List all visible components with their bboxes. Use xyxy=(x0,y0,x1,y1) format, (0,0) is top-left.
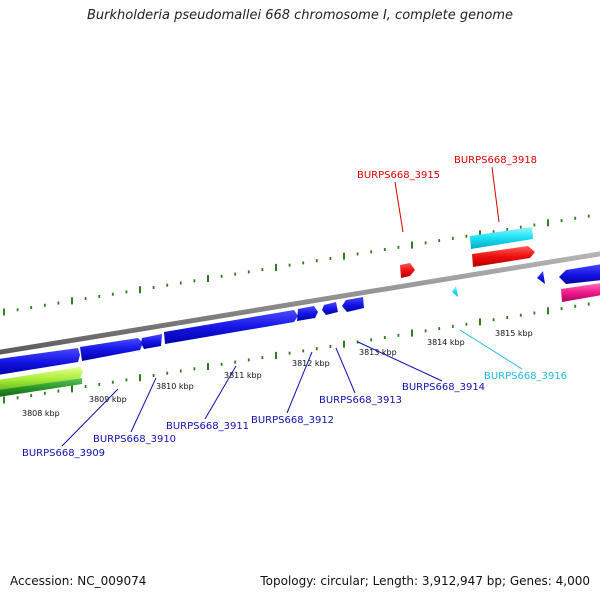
gene-arrow[interactable] xyxy=(452,286,458,297)
leader-line xyxy=(204,365,237,420)
leader-line xyxy=(357,341,443,382)
leader-line xyxy=(491,166,500,223)
genome-title: Burkholderia pseudomallei 668 chromosome… xyxy=(86,8,514,23)
gene-arrow[interactable] xyxy=(322,302,338,315)
gene-label-burps668-3914[interactable]: BURPS668_3914 xyxy=(402,382,485,393)
scale-label: 3808 kbp xyxy=(22,409,60,418)
gene-features xyxy=(0,227,600,397)
chromosome-backbone xyxy=(0,251,600,355)
gene-arrow[interactable] xyxy=(0,348,80,375)
scale-labels: 3808 kbp 3809 kbp 3810 kbp 3811 kbp 3812… xyxy=(22,329,533,418)
genome-summary-text: Topology: circular; Length: 3,912,947 bp… xyxy=(260,574,590,588)
gene-label-burps668-3918[interactable]: BURPS668_3918 xyxy=(454,155,537,166)
gene-arrow[interactable] xyxy=(80,338,143,361)
gene-arrow[interactable] xyxy=(559,264,600,284)
gene-label-burps668-3916[interactable]: BURPS668_3916 xyxy=(484,371,567,382)
scale-label: 3815 kbp xyxy=(495,329,533,338)
gene-label-burps668-3909[interactable]: BURPS668_3909 xyxy=(22,448,105,459)
lower-tick-row xyxy=(3,302,590,404)
gene-arrow[interactable] xyxy=(297,306,318,321)
scale-label: 3813 kbp xyxy=(359,348,397,357)
gene-arrow[interactable] xyxy=(537,271,545,284)
gene-arrow[interactable] xyxy=(141,334,162,349)
leader-line xyxy=(394,181,404,233)
leader-line xyxy=(61,388,119,447)
gene-arrow[interactable] xyxy=(164,310,298,344)
scale-label: 3812 kbp xyxy=(292,359,330,368)
gene-arrow[interactable] xyxy=(0,367,83,391)
gene-labels: BURPS668_3909 BURPS668_3910 BURPS668_391… xyxy=(22,155,567,459)
gene-arrow[interactable] xyxy=(472,246,535,267)
leader-lines xyxy=(61,166,523,447)
gene-label-burps668-3910[interactable]: BURPS668_3910 xyxy=(93,434,176,445)
gene-arrow[interactable] xyxy=(561,283,600,302)
gene-label-burps668-3911[interactable]: BURPS668_3911 xyxy=(166,421,249,432)
scale-label: 3811 kbp xyxy=(224,371,262,380)
accession-text: Accession: NC_009074 xyxy=(10,574,147,588)
gene-label-burps668-3915[interactable]: BURPS668_3915 xyxy=(357,170,440,181)
gene-label-burps668-3913[interactable]: BURPS668_3913 xyxy=(319,395,402,406)
leader-line xyxy=(335,347,356,394)
scale-label: 3814 kbp xyxy=(427,338,465,347)
leader-line xyxy=(130,377,157,433)
leader-line xyxy=(459,329,523,370)
gene-label-burps668-3912[interactable]: BURPS668_3912 xyxy=(251,415,334,426)
leader-line xyxy=(286,351,313,414)
gene-arrow[interactable] xyxy=(342,297,364,312)
gene-arrow[interactable] xyxy=(400,263,415,278)
gene-arrow[interactable] xyxy=(0,378,82,397)
scale-label: 3810 kbp xyxy=(156,382,194,391)
upper-tick-row xyxy=(3,214,590,316)
gene-arrow[interactable] xyxy=(470,227,533,249)
